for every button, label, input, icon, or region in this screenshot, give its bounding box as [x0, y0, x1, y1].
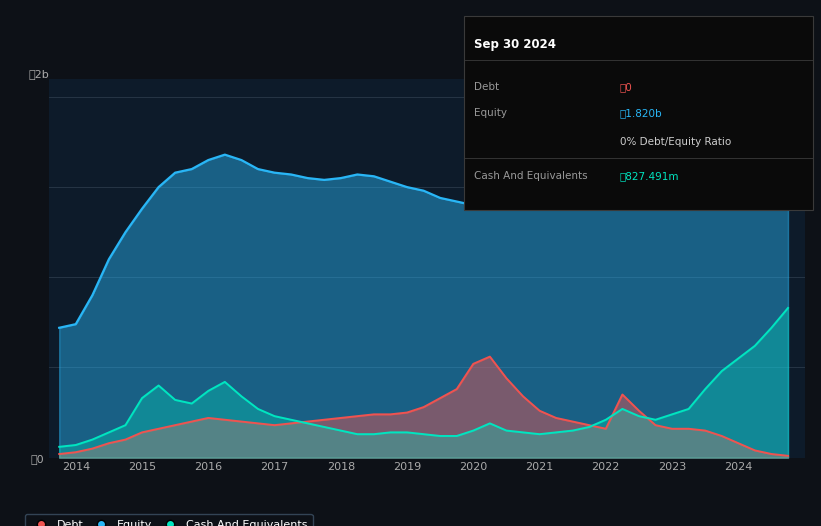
Text: 0% Debt/Equity Ratio: 0% Debt/Equity Ratio — [620, 137, 732, 147]
Text: ว1.820b: ว1.820b — [620, 108, 663, 118]
Text: ว0: ว0 — [620, 82, 633, 92]
Text: Sep 30 2024: Sep 30 2024 — [474, 38, 556, 51]
Legend: Debt, Equity, Cash And Equivalents: Debt, Equity, Cash And Equivalents — [25, 514, 313, 526]
Text: Debt: Debt — [474, 82, 499, 92]
Text: Cash And Equivalents: Cash And Equivalents — [474, 171, 587, 181]
Text: Equity: Equity — [474, 108, 507, 118]
Text: ว2b: ว2b — [29, 68, 49, 79]
Text: ว827.491m: ว827.491m — [620, 171, 679, 181]
